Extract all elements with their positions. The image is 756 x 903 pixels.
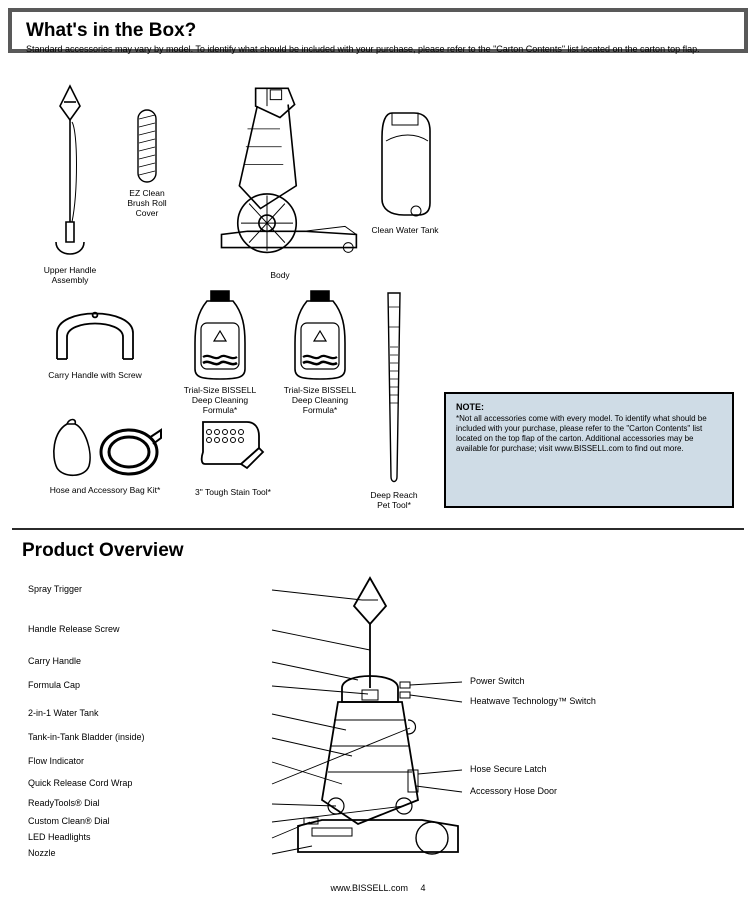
- ov-r2: Heatwave Technology™ Switch: [470, 696, 596, 706]
- note-body: *Not all accessories come with every mod…: [456, 414, 722, 454]
- part-hosebag: Hose and Accessory Bag Kit*: [40, 412, 170, 496]
- part-hosebag-caption: Hose and Accessory Bag Kit*: [50, 486, 161, 496]
- note-title: NOTE:: [456, 402, 722, 412]
- part-brush-caption: EZ Clean Brush Roll Cover: [120, 189, 174, 218]
- note-infobox: NOTE: *Not all accessories come with eve…: [444, 392, 734, 508]
- ov-l8: Quick Release Cord Wrap: [28, 778, 132, 788]
- part-formula1-image: [191, 287, 249, 382]
- part-brush: EZ Clean Brush Roll Cover: [120, 107, 174, 218]
- ov-l10: Custom Clean® Dial: [28, 816, 110, 826]
- part-handle-caption: Upper Handle Assembly: [30, 266, 110, 286]
- part-carry-caption: Carry Handle with Screw: [48, 371, 142, 381]
- part-carry: Carry Handle with Screw: [40, 287, 150, 381]
- ov-l9: ReadyTools® Dial: [28, 798, 100, 808]
- part-formula2: Trial-Size BISSELL Deep Cleaning Formula…: [280, 287, 360, 415]
- part-body-caption: Body: [270, 271, 289, 281]
- overview-diagram: Spray Trigger Handle Release Screw Carry…: [22, 570, 734, 870]
- part-formula2-image: [291, 287, 349, 382]
- part-crevice-image: [382, 287, 406, 487]
- part-body: Body: [180, 72, 380, 281]
- part-handle-image: [42, 72, 98, 262]
- ov-r4: Accessory Hose Door: [470, 786, 557, 796]
- ov-r1: Power Switch: [470, 676, 525, 686]
- whats-in-box-header-frame: What's in the Box? Standard accessories …: [8, 8, 748, 53]
- part-tank: Clean Water Tank: [360, 107, 450, 236]
- ov-l4: Formula Cap: [28, 680, 80, 690]
- part-stain-caption: 3" Tough Stain Tool*: [195, 488, 271, 498]
- section-subtitle: Standard accessories may vary by model. …: [12, 44, 744, 54]
- ov-l5: 2-in-1 Water Tank: [28, 708, 99, 718]
- part-crevice: Deep Reach Pet Tool*: [370, 287, 418, 511]
- ov-l6: Tank-in-Tank Bladder (inside): [28, 732, 145, 742]
- part-formula1-caption: Trial-Size BISSELL Deep Cleaning Formula…: [180, 386, 260, 415]
- overview-title: Product Overview: [22, 540, 184, 562]
- ov-l12: Nozzle: [28, 848, 56, 858]
- ov-l3: Carry Handle: [28, 656, 81, 666]
- page-footer: www.BISSELL.com 4: [0, 883, 756, 893]
- part-tank-image: [370, 107, 440, 222]
- ov-l2: Handle Release Screw: [28, 624, 120, 634]
- part-tank-caption: Clean Water Tank: [371, 226, 438, 236]
- ov-r3: Hose Secure Latch: [470, 764, 547, 774]
- ov-l1: Spray Trigger: [28, 584, 82, 594]
- section-divider: [12, 528, 744, 530]
- section-title: What's in the Box?: [12, 12, 744, 44]
- part-formula2-caption: Trial-Size BISSELL Deep Cleaning Formula…: [280, 386, 360, 415]
- part-handle: Upper Handle Assembly: [30, 72, 110, 286]
- ov-l11: LED Headlights: [28, 832, 91, 842]
- footer-url: www.BISSELL.com: [330, 883, 408, 893]
- part-hosebag-image: [45, 412, 165, 482]
- part-carry-image: [45, 287, 145, 367]
- part-crevice-caption: Deep Reach Pet Tool*: [370, 491, 418, 511]
- part-stain-image: [197, 412, 269, 484]
- part-body-image: [180, 72, 380, 267]
- ov-l7: Flow Indicator: [28, 756, 84, 766]
- part-brush-image: [133, 107, 161, 185]
- part-formula1: Trial-Size BISSELL Deep Cleaning Formula…: [180, 287, 260, 415]
- part-stain: 3" Tough Stain Tool*: [188, 412, 278, 498]
- footer-page: 4: [421, 883, 426, 893]
